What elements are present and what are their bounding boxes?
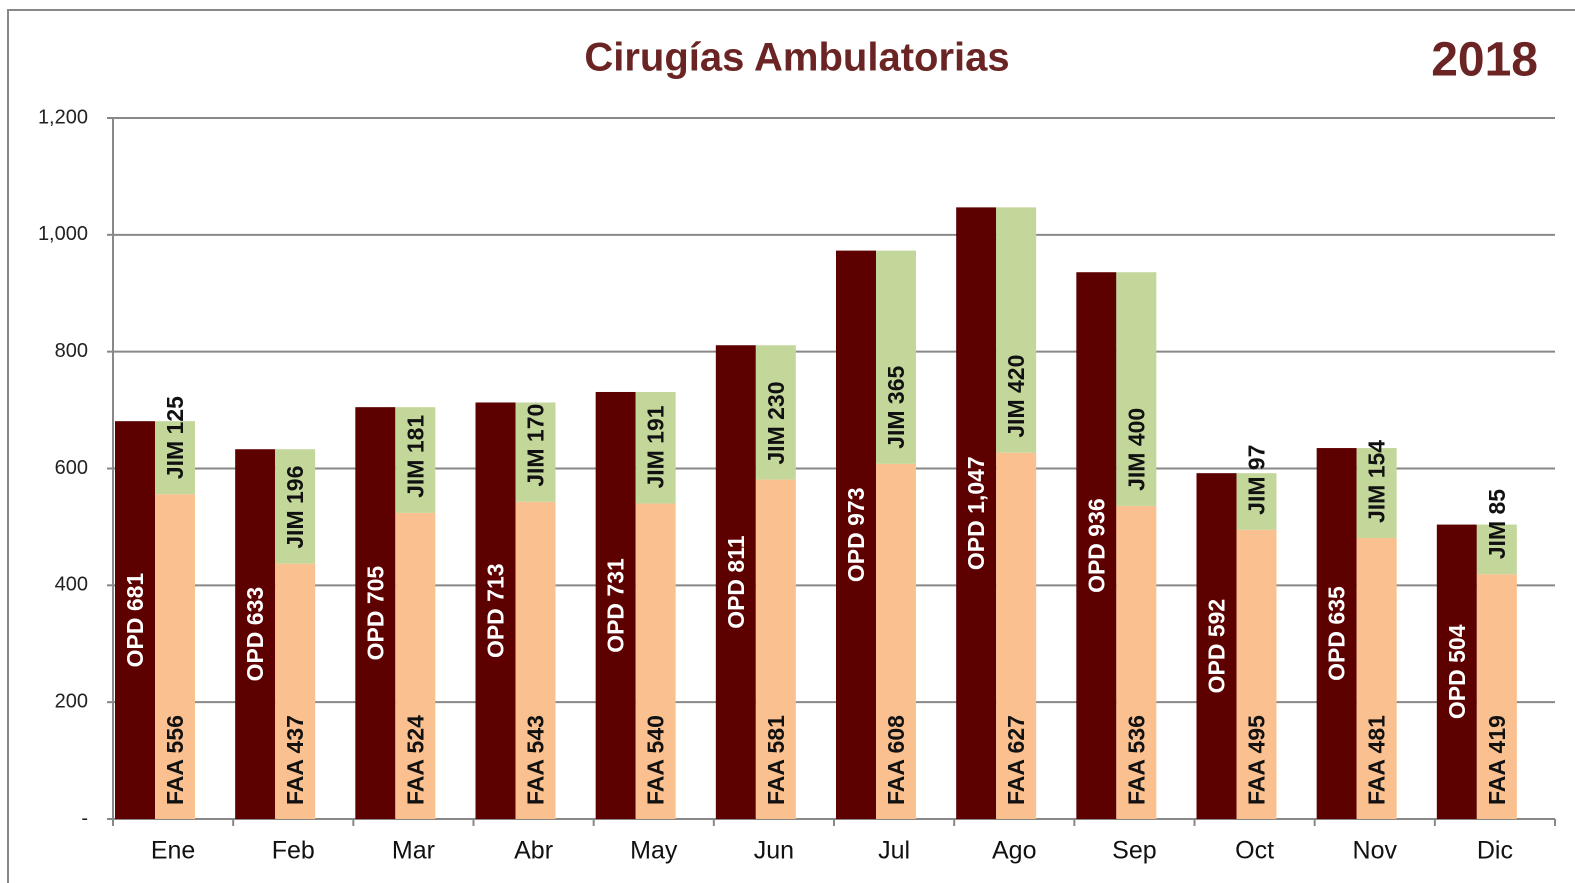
- data-label: FAA 536: [1123, 715, 1149, 805]
- bar-segment: [115, 421, 155, 819]
- data-label: JIM 181: [402, 415, 428, 498]
- data-label: FAA 495: [1244, 715, 1270, 805]
- bar-segment: [395, 512, 436, 819]
- data-label: OPD 633: [242, 587, 268, 682]
- x-tick-label: Ene: [151, 837, 195, 865]
- bar-segment: [1076, 272, 1117, 820]
- data-label: OPD 731: [603, 558, 629, 653]
- bar-segment: [1116, 272, 1157, 506]
- y-tick-label: 600: [55, 457, 88, 479]
- data-label: OPD 973: [843, 487, 869, 582]
- y-tick-label: 400: [55, 574, 88, 596]
- bar-segment: [755, 345, 796, 480]
- x-tick-label: Jul: [878, 837, 910, 865]
- x-tick-label: Abr: [514, 837, 553, 865]
- y-tick-label: 1,200: [38, 106, 88, 128]
- data-label: FAA 481: [1364, 715, 1390, 805]
- data-label: FAA 524: [402, 715, 428, 805]
- data-label: FAA 627: [1003, 715, 1029, 805]
- x-tick-label: Mar: [392, 837, 435, 865]
- x-tick-label: Nov: [1353, 837, 1398, 865]
- year-annotation: 2018: [1431, 34, 1538, 87]
- bar-segment: [355, 407, 396, 819]
- data-label: OPD 504: [1444, 624, 1470, 719]
- bar-segment: [635, 503, 676, 819]
- y-tick-label: 200: [55, 690, 88, 712]
- bar-segment: [275, 449, 316, 564]
- data-label: JIM 154: [1364, 440, 1390, 523]
- data-label: FAA 437: [282, 715, 308, 805]
- bar-segment: [1116, 505, 1157, 819]
- bar-segment: [235, 449, 276, 819]
- data-label: JIM 170: [523, 404, 549, 487]
- chart-frame: [7, 9, 1575, 883]
- bar-segment: [1196, 473, 1237, 819]
- data-label: FAA 419: [1484, 715, 1510, 805]
- bar-segment: [515, 501, 556, 819]
- chart-title: Cirugías Ambulatorias: [584, 36, 1009, 80]
- bar-segment: [1236, 529, 1277, 819]
- data-label: JIM 97: [1244, 445, 1270, 515]
- data-label: JIM 230: [763, 381, 789, 464]
- data-label: OPD 705: [362, 566, 388, 661]
- data-label: JIM 365: [883, 366, 909, 449]
- data-label: FAA 540: [643, 715, 669, 805]
- y-tick-label: -: [81, 807, 88, 829]
- data-label: FAA 608: [883, 715, 909, 805]
- bar-segment: [635, 391, 676, 504]
- bar-segment: [515, 402, 556, 502]
- data-label: OPD 936: [1083, 498, 1109, 593]
- x-tick-label: Sep: [1112, 837, 1156, 865]
- bar-segment: [1436, 524, 1477, 819]
- y-tick-label: 800: [55, 340, 88, 362]
- bar-segment: [1316, 448, 1357, 819]
- bar-segment: [836, 250, 876, 819]
- data-label: FAA 543: [523, 715, 549, 805]
- data-label: JIM 85: [1484, 489, 1510, 560]
- data-label: JIM 196: [282, 466, 308, 549]
- bar-segment: [715, 345, 756, 819]
- x-tick-label: Oct: [1235, 837, 1274, 865]
- data-label: JIM 420: [1003, 355, 1029, 438]
- x-tick-label: May: [630, 837, 678, 865]
- data-label: FAA 556: [162, 715, 188, 805]
- data-label: OPD 1,047: [963, 456, 989, 570]
- bar-segment: [155, 421, 195, 495]
- bar-segment: [155, 494, 195, 819]
- data-label: OPD 811: [723, 535, 749, 629]
- y-tick-label: 1,000: [38, 223, 88, 245]
- data-label: JIM 125: [162, 396, 188, 479]
- bar-segment: [275, 563, 316, 819]
- bar-segment: [755, 479, 796, 819]
- data-label: OPD 713: [483, 563, 509, 658]
- bar-segment: [1476, 524, 1517, 575]
- data-label: OPD 681: [122, 573, 148, 668]
- bar-segment: [1236, 473, 1277, 530]
- data-label: JIM 191: [643, 405, 669, 488]
- bar-segment: [1356, 448, 1397, 539]
- x-tick-label: Feb: [272, 837, 315, 865]
- bar-segment: [876, 250, 916, 464]
- data-label: FAA 581: [763, 715, 789, 805]
- data-label: JIM 400: [1123, 408, 1149, 491]
- x-tick-label: Ago: [992, 837, 1036, 865]
- bar-segment: [595, 391, 636, 819]
- bar-segment: [956, 207, 997, 819]
- bar-segment: [395, 407, 436, 513]
- x-tick-label: Dic: [1477, 837, 1513, 865]
- bar-segment: [1356, 538, 1397, 819]
- data-label: OPD 635: [1324, 586, 1350, 681]
- x-tick-label: Jun: [754, 837, 794, 865]
- bar-segment: [475, 402, 516, 819]
- bar-segment: [996, 452, 1037, 819]
- bar-segment: [996, 207, 1037, 453]
- bar-segment: [876, 463, 916, 819]
- bar-segment: [1476, 574, 1517, 819]
- data-label: OPD 592: [1204, 599, 1230, 694]
